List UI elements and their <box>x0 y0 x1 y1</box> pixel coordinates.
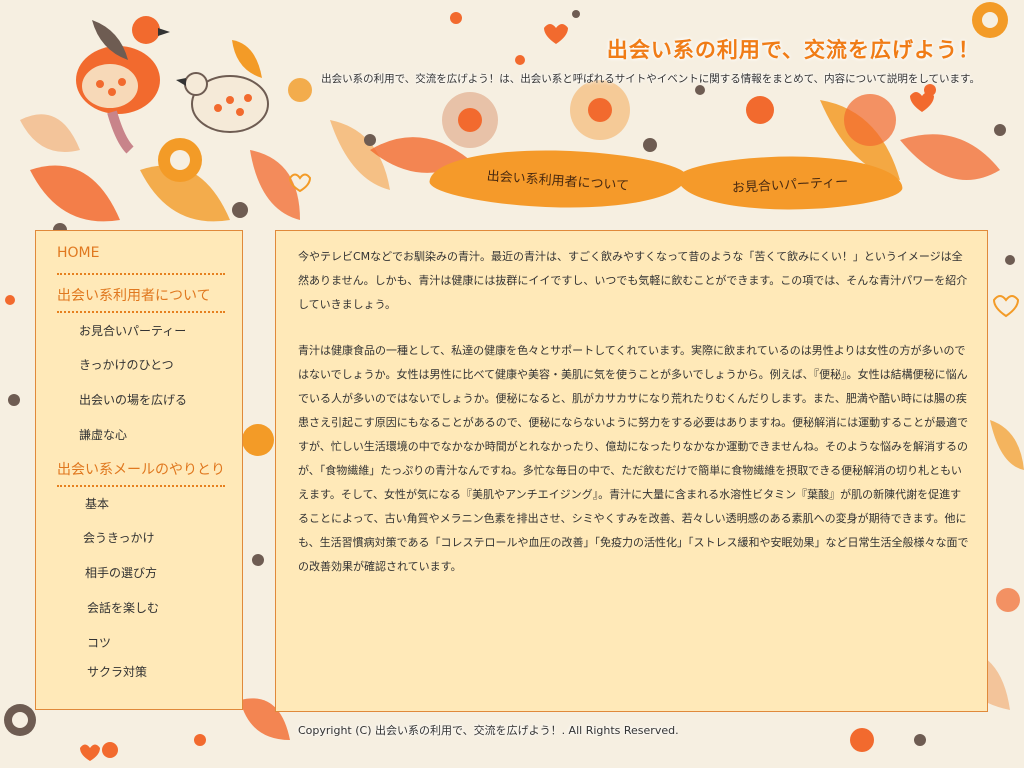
divider <box>57 273 225 275</box>
nav-item-label: お見合いパーティー <box>731 174 849 196</box>
site-title[interactable]: 出会い系の利用で、交流を広げよう！ <box>606 38 980 62</box>
footer-copyright: Copyright (C) 出会い系の利用で、交流を広げよう！. All Rig… <box>298 724 679 737</box>
sidebar-section-mail[interactable]: 出会い系メールのやりとり <box>57 462 225 478</box>
sidebar-item-expand[interactable]: 出会いの場を広げる <box>79 393 188 407</box>
sidebar-item-sakura[interactable]: サクラ対策 <box>87 665 148 679</box>
sidebar-item-meet[interactable]: 会うきっかけ <box>83 531 155 545</box>
content-paragraph: 青汁は健康食品の一種として、私達の健康を色々とサポートしてくれています。実際に飲… <box>298 344 969 573</box>
sidebar-item-basic[interactable]: 基本 <box>85 497 110 511</box>
heart-decoration <box>80 24 1020 761</box>
bird-illustration <box>76 16 170 154</box>
site-description: 出会い系の利用で、交流を広げよう！は、出会い系と呼ばれるサイトやイベントに関する… <box>321 73 980 85</box>
nav-item-label: 出会い系利用者について <box>486 168 630 194</box>
sidebar-item-chance[interactable]: きっかけのひとつ <box>79 358 174 372</box>
sidebar-home-link[interactable]: HOME <box>57 245 100 261</box>
content-paragraph: 今やテレビCMなどでお馴染みの青汁。最近の青汁は、すごく飲みやすくなって昔のよう… <box>298 250 968 311</box>
sidebar-item-talk[interactable]: 会話を楽しむ <box>87 601 160 615</box>
main-content: 今やテレビCMなどでお馴染みの青汁。最近の青汁は、すごく飲みやすくなって昔のよう… <box>275 230 988 712</box>
sidebar-item-choose[interactable]: 相手の選び方 <box>85 566 158 580</box>
sidebar-item-modest[interactable]: 謙虚な心 <box>79 428 128 442</box>
sidebar-item-party[interactable]: お見合いパーティー <box>79 324 187 338</box>
flower-decoration <box>4 2 1020 752</box>
divider <box>57 485 225 487</box>
sidebar-section-users[interactable]: 出会い系利用者について <box>57 288 211 304</box>
bird-illustration <box>176 40 269 133</box>
divider <box>57 311 225 313</box>
dot-decoration <box>5 10 1015 758</box>
sidebar: HOME 出会い系利用者について お見合いパーティー きっかけのひとつ 出会いの… <box>35 230 243 710</box>
sidebar-item-tips[interactable]: コツ <box>87 636 112 650</box>
